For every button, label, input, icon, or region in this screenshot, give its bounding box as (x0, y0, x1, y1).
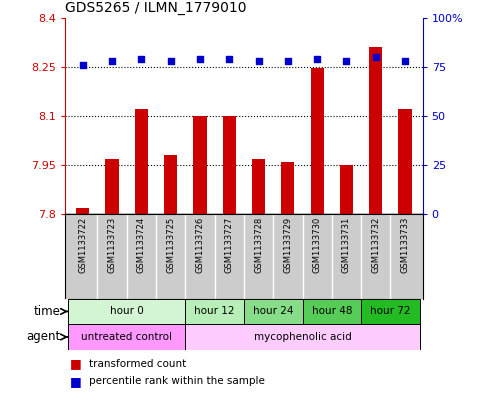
Bar (361, 299, 420, 324)
Text: GSM1133725: GSM1133725 (166, 217, 175, 273)
Bar (105, 158, 119, 214)
Bar (68, 299, 185, 324)
Bar (281, 162, 295, 214)
Bar (68, 324, 185, 350)
Bar (185, 324, 420, 350)
Bar (302, 299, 361, 324)
Point (226, 56, 233, 62)
Point (313, 56, 321, 62)
Bar (193, 116, 207, 214)
Point (401, 58, 409, 64)
Point (284, 58, 292, 64)
Text: untreated control: untreated control (81, 332, 172, 342)
Bar (223, 116, 236, 214)
Bar (311, 68, 324, 214)
Text: hour 0: hour 0 (110, 307, 143, 316)
Point (196, 56, 204, 62)
Text: GDS5265 / ILMN_1779010: GDS5265 / ILMN_1779010 (65, 1, 247, 15)
Text: GSM1133729: GSM1133729 (284, 217, 292, 273)
Text: GSM1133723: GSM1133723 (108, 217, 116, 273)
Text: GSM1133724: GSM1133724 (137, 217, 146, 273)
Text: GSM1133730: GSM1133730 (313, 217, 322, 273)
Bar (185, 299, 244, 324)
Text: agent: agent (26, 331, 60, 343)
Point (372, 54, 380, 60)
Text: GSM1133731: GSM1133731 (342, 217, 351, 273)
Point (342, 58, 350, 64)
Bar (369, 47, 383, 214)
Text: mycophenolic acid: mycophenolic acid (254, 332, 352, 342)
Point (108, 58, 116, 64)
Text: GSM1133726: GSM1133726 (196, 217, 204, 273)
Point (167, 58, 174, 64)
Point (138, 56, 145, 62)
Text: GSM1133733: GSM1133733 (400, 217, 410, 273)
Bar (135, 109, 148, 214)
Bar (340, 165, 353, 214)
Text: ■: ■ (70, 357, 82, 370)
Text: hour 72: hour 72 (370, 307, 411, 316)
Bar (398, 109, 412, 214)
Bar (252, 158, 265, 214)
Text: time: time (33, 305, 60, 318)
Text: hour 48: hour 48 (312, 307, 352, 316)
Text: transformed count: transformed count (89, 358, 186, 369)
Text: GSM1133728: GSM1133728 (254, 217, 263, 273)
Text: hour 12: hour 12 (194, 307, 235, 316)
Text: ■: ■ (70, 375, 82, 388)
Bar (76, 208, 89, 214)
Text: GSM1133732: GSM1133732 (371, 217, 380, 273)
Text: GSM1133722: GSM1133722 (78, 217, 87, 273)
Text: percentile rank within the sample: percentile rank within the sample (89, 376, 265, 386)
Point (255, 58, 262, 64)
Bar (244, 299, 302, 324)
Bar (164, 155, 177, 214)
Text: GSM1133727: GSM1133727 (225, 217, 234, 273)
Point (79, 62, 86, 68)
Text: hour 24: hour 24 (253, 307, 294, 316)
